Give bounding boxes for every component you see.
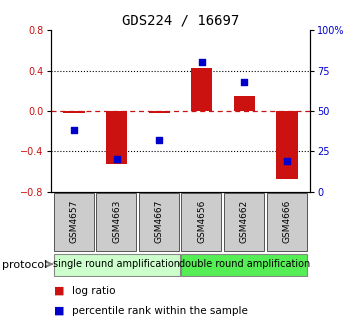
Text: GSM4656: GSM4656 [197,200,206,244]
Text: single round amplification: single round amplification [53,259,180,269]
Bar [191,68,213,111]
Bar [181,254,308,276]
Bar [139,193,179,251]
Bar [266,193,306,251]
Bar [106,111,127,164]
Bar [181,193,221,251]
Bar [63,111,84,113]
Bar [224,193,264,251]
Text: percentile rank within the sample: percentile rank within the sample [72,306,248,316]
Point [284,158,290,164]
Text: GSM4662: GSM4662 [240,200,249,243]
Bar [148,111,170,113]
Bar [277,111,298,179]
Text: log ratio: log ratio [72,286,116,296]
Text: GSM4666: GSM4666 [283,200,292,244]
Point [242,79,247,85]
Text: protocol: protocol [2,260,47,269]
Text: ■: ■ [54,286,65,296]
Text: double round amplification: double round amplification [179,259,310,269]
Point [114,157,119,162]
Point [156,137,162,142]
Text: GSM4663: GSM4663 [112,200,121,244]
Point [199,60,205,65]
Text: GSM4667: GSM4667 [155,200,164,244]
Bar [96,193,136,251]
Bar [53,254,180,276]
Text: GSM4657: GSM4657 [69,200,78,244]
Bar [53,193,93,251]
Title: GDS224 / 16697: GDS224 / 16697 [122,14,239,28]
Point [71,128,77,133]
Bar [234,96,255,111]
Text: ■: ■ [54,306,65,316]
